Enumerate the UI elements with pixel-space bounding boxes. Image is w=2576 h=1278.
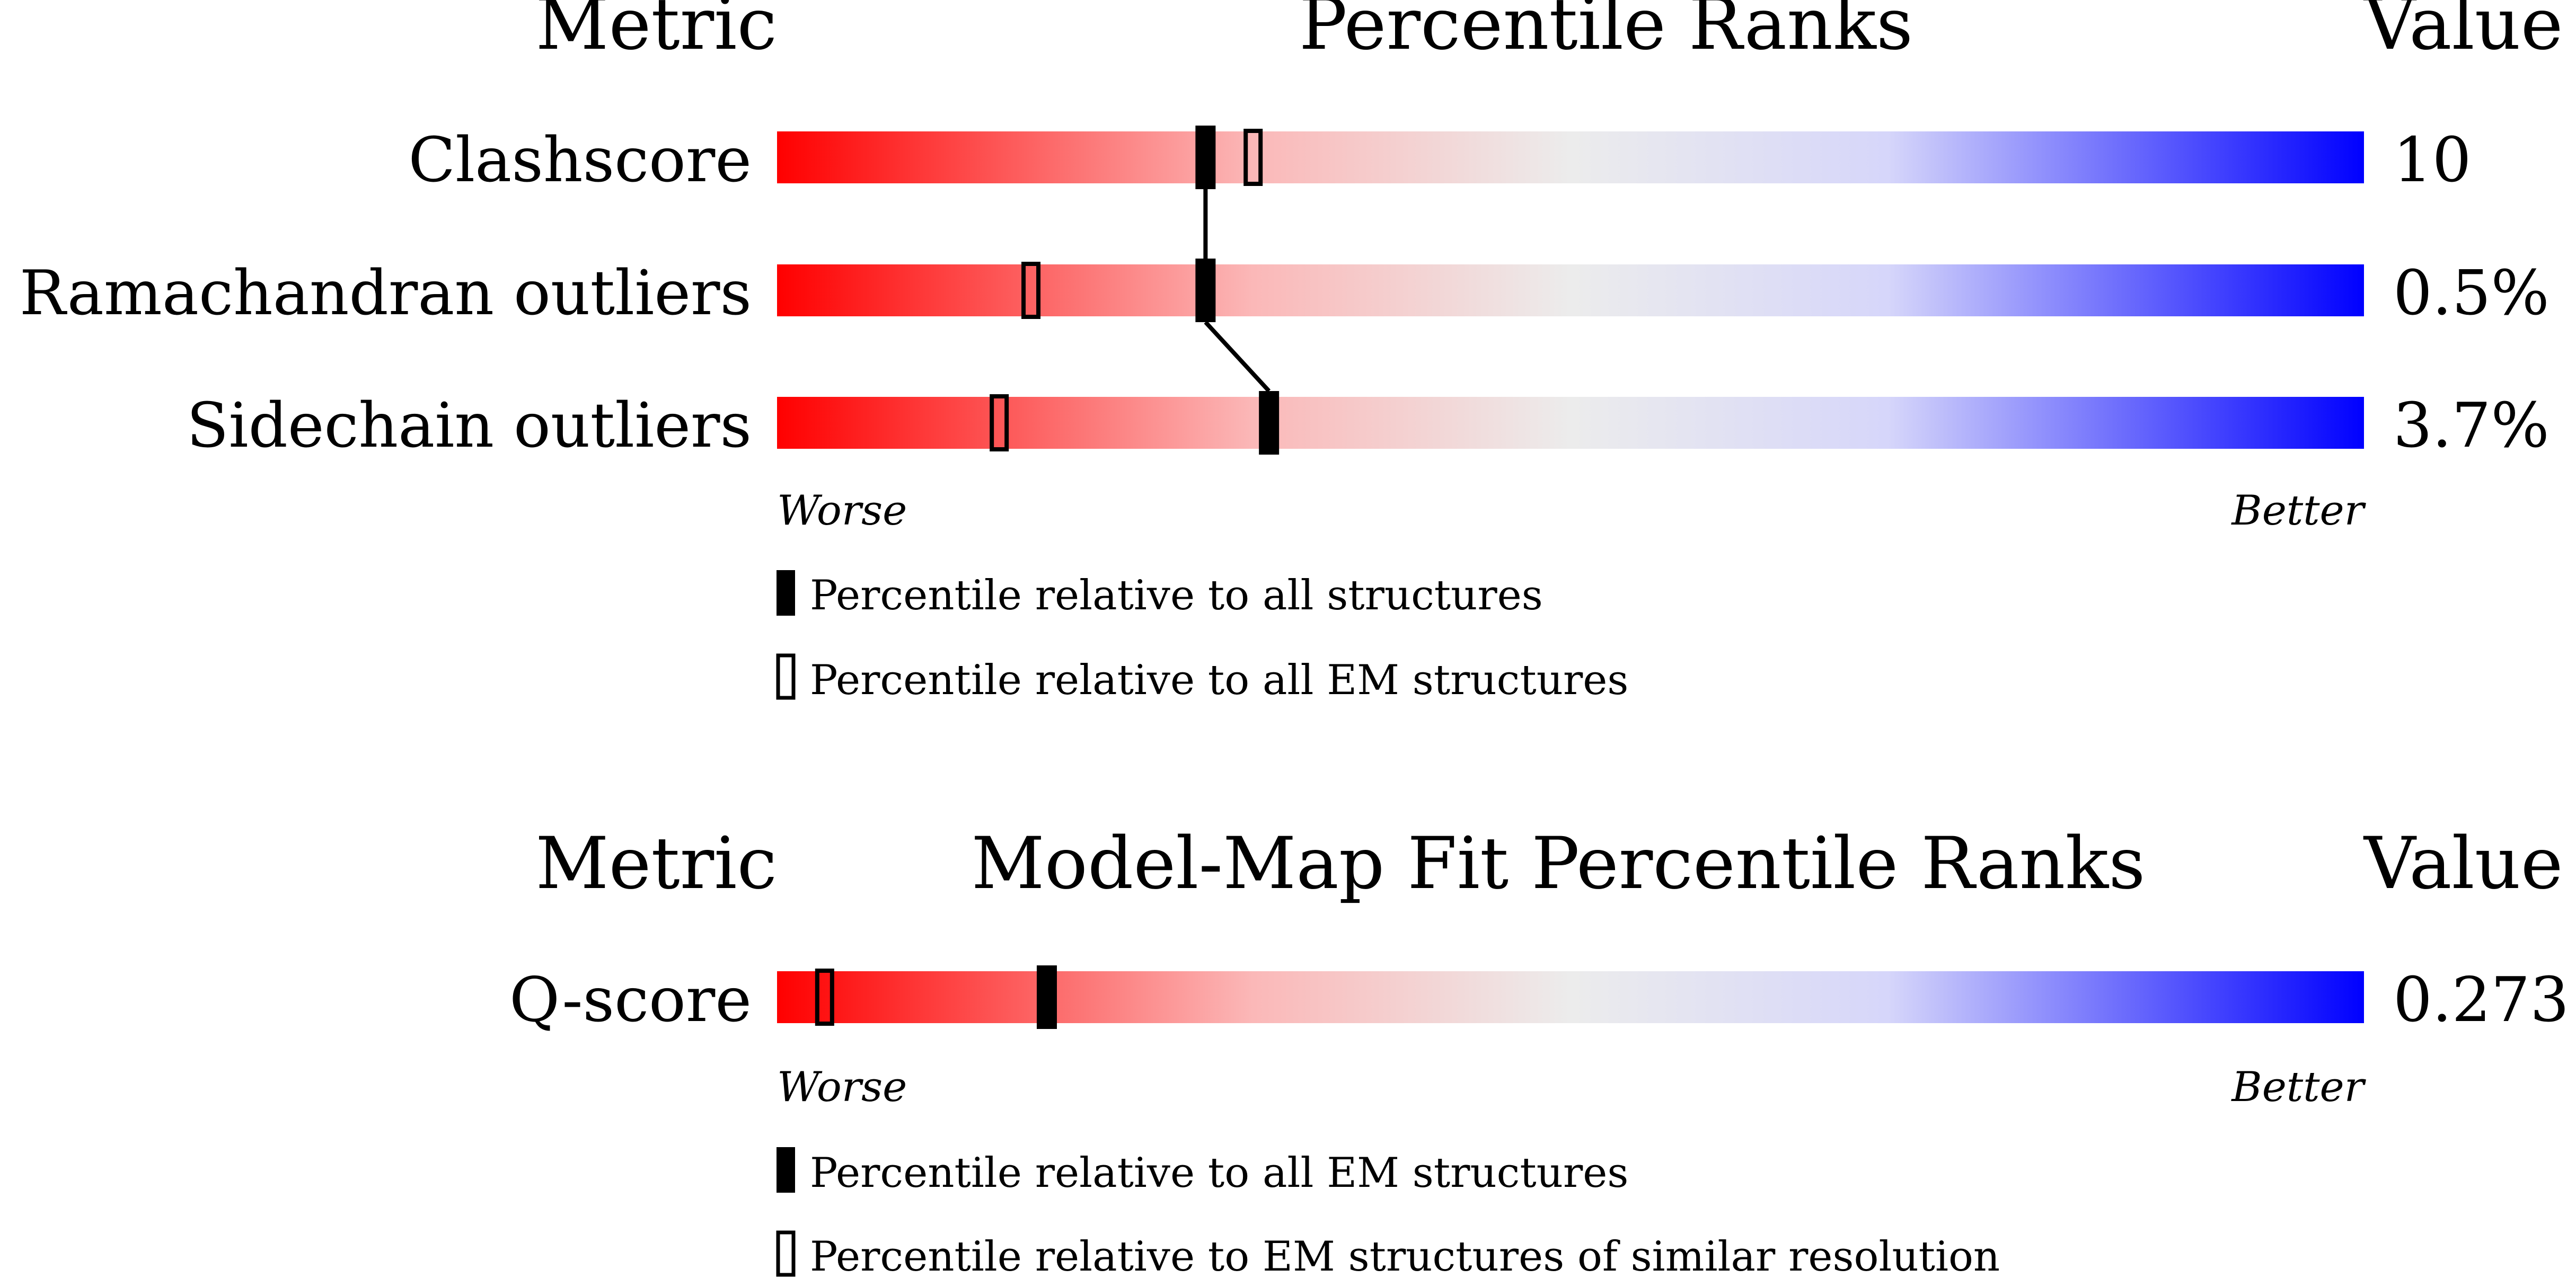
metric-label: Sidechain outliers — [187, 390, 752, 462]
legend: Percentile relative to all structures Pe… — [776, 570, 1628, 704]
open-percentile-marker — [1021, 262, 1041, 319]
chart-title: Model-Map Fit Percentile Ranks — [972, 822, 2146, 905]
percentile-markers — [990, 126, 1280, 455]
legend-label: Percentile relative to all structures — [810, 572, 1543, 619]
percentile-bar — [777, 264, 2364, 316]
better-label: Better — [2230, 1063, 2366, 1111]
legend: Percentile relative to all EM structures… — [776, 1147, 2000, 1278]
open-percentile-marker — [1243, 129, 1263, 186]
open-percentile-marker — [990, 394, 1009, 451]
metric-label: Clashscore — [408, 125, 752, 196]
metric-label: Q-score — [509, 964, 752, 1036]
better-label: Better — [2230, 487, 2366, 535]
chart-title: Percentile Ranks — [1299, 0, 1913, 66]
percentile-bar — [777, 131, 2364, 183]
panel-model-map-fit: Metric Model-Map Fit Percentile Ranks Va… — [509, 822, 2569, 1278]
header-value: Value — [2363, 822, 2563, 905]
header-metric: Metric — [535, 0, 777, 66]
percentile-bar — [777, 397, 2364, 449]
marker-connector-line — [1204, 321, 1271, 393]
metric-label: Ramachandran outliers — [20, 258, 752, 329]
filled-percentile-marker — [1259, 391, 1280, 455]
legend-open-marker — [776, 1230, 796, 1277]
header-metric: Metric — [535, 822, 777, 905]
worse-label: Worse — [777, 1063, 907, 1111]
metric-row-sidechain-outliers: Sidechain outliers 3.7% — [187, 390, 2549, 462]
metric-value: 0.5% — [2393, 258, 2549, 329]
filled-percentile-marker — [1195, 259, 1216, 322]
panel-percentile-ranks: Metric Percentile Ranks Value Clashscore… — [20, 0, 2563, 704]
legend-label: Percentile relative to all EM structures — [810, 1149, 1628, 1197]
metric-row-ramachandran-outliers: Ramachandran outliers 0.5% — [20, 258, 2549, 329]
legend-label: Percentile relative to EM structures of … — [810, 1233, 2000, 1278]
metric-value: 10 — [2393, 125, 2472, 196]
percentile-bar — [777, 971, 2364, 1023]
legend-open-marker — [776, 653, 796, 700]
metric-row-clashscore: Clashscore 10 — [408, 125, 2471, 196]
header-value: Value — [2363, 0, 2563, 66]
filled-percentile-marker — [1036, 965, 1057, 1029]
filled-percentile-marker — [1195, 126, 1216, 189]
worse-label: Worse — [777, 487, 907, 535]
metric-value: 3.7% — [2393, 390, 2549, 462]
metric-value: 0.273 — [2393, 964, 2569, 1036]
legend-label: Percentile relative to all EM structures — [810, 656, 1628, 704]
legend-filled-marker — [777, 1147, 795, 1193]
legend-filled-marker — [777, 570, 795, 616]
percentile-markers — [815, 965, 1057, 1029]
open-percentile-marker — [815, 969, 834, 1026]
